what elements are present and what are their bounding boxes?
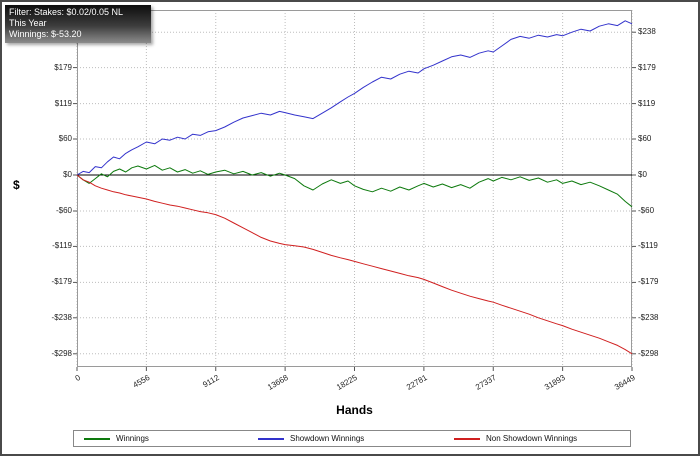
- y-tick-label: -$298: [638, 348, 659, 358]
- x-tick-label: 36449: [612, 373, 637, 392]
- y-axis-title: $: [13, 178, 20, 192]
- showdown-line-sample-icon: [258, 437, 284, 440]
- filter-winnings-line: Winnings: $-53.20: [9, 29, 82, 39]
- legend-item-showdown-winnings: Showdown Winnings: [258, 431, 364, 446]
- x-axis-title: Hands: [336, 403, 373, 417]
- y-tick-label: -$60: [638, 206, 655, 215]
- x-tick-label: 22781: [404, 373, 429, 392]
- x-tick-label: 4556: [130, 373, 151, 390]
- non-showdown-line-sample-icon: [454, 437, 480, 440]
- y-tick-label: $0: [63, 170, 72, 179]
- y-tick-label: -$298: [51, 348, 72, 358]
- x-tick-label: 9112: [200, 373, 221, 390]
- legend-item-non-showdown-winnings: Non Showdown Winnings: [454, 431, 577, 446]
- winnings-line-sample-icon: [84, 437, 110, 440]
- x-tick-label: 27337: [473, 373, 498, 392]
- x-tick-label: 18225: [335, 373, 359, 392]
- y-tick-label: -$179: [638, 277, 659, 287]
- filter-stakes-line: Filter: Stakes: $0.02/0.05 NL: [9, 7, 124, 17]
- y-tick-label: -$119: [52, 241, 72, 251]
- y-tick-label: $0: [638, 170, 647, 179]
- filter-period-line: This Year: [9, 18, 47, 28]
- chart-canvas: [73, 10, 636, 371]
- y-tick-label: $238: [638, 27, 656, 37]
- y-tick-label: $60: [58, 134, 72, 143]
- series-line: [76, 174, 633, 355]
- legend-label-winnings: Winnings: [116, 434, 149, 443]
- y-tick-label: $119: [54, 98, 72, 108]
- y-tick-label: -$238: [51, 312, 72, 322]
- y-tick-label: $179: [638, 62, 656, 72]
- series-line: [76, 164, 633, 208]
- series-line: [76, 20, 633, 176]
- x-tick-label: 0: [73, 373, 82, 384]
- y-tick-label: $119: [638, 98, 656, 108]
- y-tick-label: -$238: [638, 312, 659, 322]
- y-tick-label: -$179: [51, 277, 72, 287]
- legend-item-winnings: Winnings: [84, 431, 149, 446]
- y-tick-label: -$119: [638, 241, 658, 251]
- plot-area[interactable]: [73, 10, 636, 371]
- x-tick-label: 13668: [265, 373, 290, 392]
- x-tick-label: 31893: [543, 373, 568, 392]
- legend-label-showdown-winnings: Showdown Winnings: [290, 434, 365, 443]
- y-tick-label: $60: [638, 134, 652, 143]
- legend-label-non-showdown-winnings: Non Showdown Winnings: [486, 434, 578, 443]
- y-tick-label: -$60: [55, 206, 72, 215]
- legend: Winnings Showdown Winnings Non Showdown …: [73, 430, 631, 447]
- y-tick-label: $179: [54, 62, 72, 72]
- filter-info-box: Filter: Stakes: $0.02/0.05 NL This Year …: [5, 5, 151, 43]
